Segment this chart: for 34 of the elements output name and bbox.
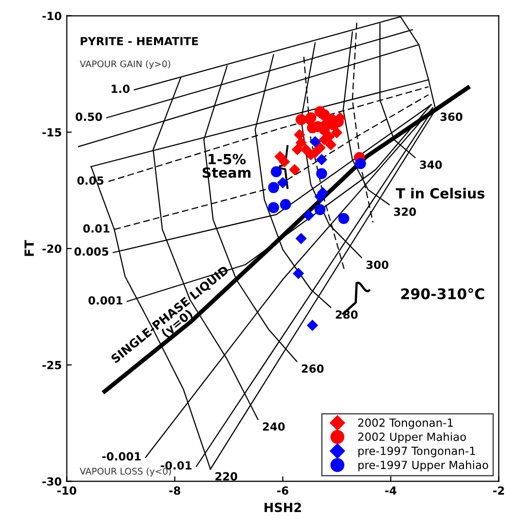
series-label: 360 — [440, 112, 462, 121]
series-label: 0.50 — [76, 112, 102, 121]
series-label: 1.0 — [112, 84, 130, 94]
annotation: VAPOUR GAIN (y>0) — [80, 60, 170, 70]
y-tick-label: -10 — [42, 12, 62, 20]
y-axis-title: FT — [24, 240, 34, 256]
series-label: 0.005 — [74, 247, 108, 256]
text: PYRITE - HEMATITE — [80, 37, 198, 46]
series-label: 300 — [366, 260, 388, 269]
x-tick-label: -6 — [277, 486, 288, 495]
y-tick-label: -25 — [42, 360, 62, 370]
series-label: -0.01 — [160, 461, 192, 470]
series-label: -0.001 — [102, 452, 141, 461]
series-label: 260 — [302, 364, 324, 373]
annotation: VAPOUR LOSS (y<0) — [80, 468, 171, 476]
y-tick-label: -30 — [42, 477, 62, 486]
legend-label: pre-1997 Tongonan-1 — [358, 446, 475, 458]
legend-label: 2002 Upper Mahiao — [358, 432, 466, 444]
series-label: 340 — [420, 160, 442, 169]
annotation: T in Celsius — [396, 188, 484, 199]
series-label: 320 — [394, 208, 416, 216]
series-label: 240 — [262, 422, 285, 431]
x-tick-label: -8 — [169, 486, 180, 495]
x-tick-label: -2 — [493, 486, 504, 495]
series-label: 0.01 — [83, 224, 110, 233]
y-tick-label: -15 — [42, 128, 62, 137]
series-label: 220 — [215, 472, 238, 481]
x-axis-title: HSH2 — [264, 502, 301, 512]
x-tick-label: -4 — [385, 486, 396, 495]
annotation: 290-310°C — [401, 288, 484, 300]
y-tick-label: -20 — [42, 244, 62, 253]
legend-label: pre-1997 Upper Mahiao — [358, 460, 488, 472]
x-tick-label: -10 — [57, 486, 76, 495]
legend-label: 2002 Tongonan-1 — [358, 418, 453, 430]
